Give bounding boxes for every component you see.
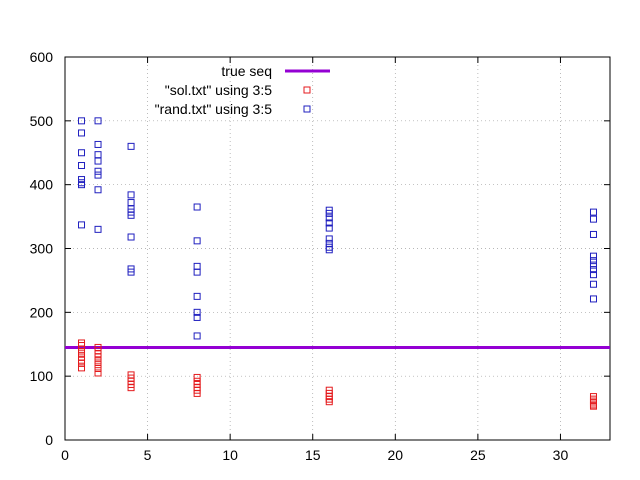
sol-point [78, 349, 86, 357]
rand-point [193, 268, 201, 276]
x-tick-label: 10 [222, 447, 238, 463]
axes [64, 56, 611, 441]
rand-point [193, 262, 201, 270]
rand-point [325, 246, 333, 254]
rand-point [589, 271, 597, 279]
y-tick-label: 500 [30, 113, 54, 129]
rand-point [94, 225, 102, 233]
rand-point [589, 252, 597, 260]
sol-point [325, 398, 333, 406]
sol-point [127, 384, 135, 392]
rand-point [94, 171, 102, 179]
rand-point [127, 191, 135, 199]
rand-point [127, 142, 135, 150]
x-tick-label: 5 [144, 447, 152, 463]
sol-point [78, 359, 86, 367]
sol-point [94, 357, 102, 365]
rand-point [325, 235, 333, 243]
grid-lines [65, 56, 610, 440]
rand-point [589, 261, 597, 269]
sol-point [78, 364, 86, 372]
sol-point [193, 389, 201, 397]
rand-point [94, 157, 102, 165]
legend-swatch-rand [303, 105, 311, 113]
x-tick-label: 20 [388, 447, 404, 463]
rand-point [325, 224, 333, 232]
rand-point [325, 219, 333, 227]
sol-point [78, 342, 86, 350]
legend-label-sol: "sol.txt" using 3:5 [165, 82, 272, 98]
sol-point [94, 369, 102, 377]
legend-label-rand: "rand.txt" using 3:5 [155, 101, 273, 117]
sol-point [589, 402, 597, 410]
legend-swatch-sol [303, 86, 311, 94]
x-tick-label: 30 [553, 447, 569, 463]
y-tick-label: 100 [30, 368, 54, 384]
rand-point [94, 151, 102, 159]
rand-point [589, 280, 597, 288]
y-tick-label: 0 [45, 432, 53, 448]
rand-point [94, 140, 102, 148]
rand-point [94, 186, 102, 194]
rand-point [193, 237, 201, 245]
data-points [78, 117, 597, 410]
rand-point [127, 211, 135, 219]
rand-point [94, 167, 102, 175]
rand-point [78, 221, 86, 229]
rand-point [193, 313, 201, 321]
rand-point [589, 266, 597, 274]
x-tick-label: 15 [305, 447, 321, 463]
rand-point [78, 117, 86, 125]
sol-point [94, 361, 102, 369]
sol-point [94, 353, 102, 361]
legend-label-true-seq: true seq [221, 63, 272, 79]
rand-point [127, 268, 135, 276]
y-tick-label: 300 [30, 241, 54, 257]
rand-point [193, 292, 201, 300]
y-tick-label: 400 [30, 177, 54, 193]
rand-point [325, 239, 333, 247]
rand-point [127, 199, 135, 207]
rand-point [193, 332, 201, 340]
rand-point [193, 203, 201, 211]
x-tick-label: 25 [470, 447, 486, 463]
legend: true seq "sol.txt" using 3:5 "rand.txt" us… [155, 63, 330, 117]
rand-point [78, 162, 86, 170]
rand-point [589, 215, 597, 223]
rand-point [589, 295, 597, 303]
rand-point [589, 230, 597, 238]
sol-point [94, 365, 102, 373]
x-tick-label: 0 [61, 447, 69, 463]
rand-point [589, 208, 597, 216]
rand-point [589, 257, 597, 265]
rand-point [78, 149, 86, 157]
rand-point [127, 233, 135, 241]
rand-point [325, 214, 333, 222]
y-tick-label: 200 [30, 304, 54, 320]
rand-point [94, 117, 102, 125]
rand-point [325, 209, 333, 217]
rand-point [78, 181, 86, 189]
rand-point [78, 129, 86, 137]
sol-point [193, 373, 201, 381]
y-tick-label: 600 [30, 49, 54, 65]
rand-point [193, 308, 201, 316]
sol-point [78, 345, 86, 353]
